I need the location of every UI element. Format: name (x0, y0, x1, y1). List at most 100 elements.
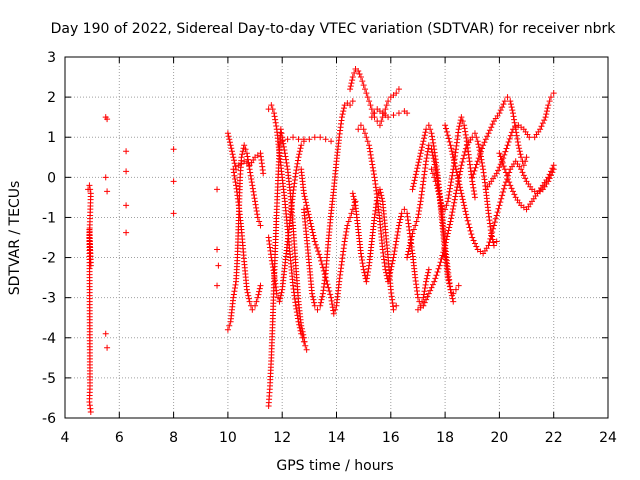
data-point (458, 190, 465, 197)
data-point (452, 163, 459, 170)
data-point (471, 130, 478, 137)
data-point (295, 318, 302, 325)
data-point (500, 185, 507, 192)
data-point (394, 228, 401, 235)
data-point (269, 106, 276, 113)
data-point (280, 143, 287, 150)
data-point (410, 183, 417, 190)
data-point (443, 236, 450, 243)
data-point (317, 134, 324, 141)
data-point (498, 156, 505, 163)
data-point (284, 163, 291, 170)
data-point (268, 102, 275, 109)
data-point (477, 148, 484, 155)
data-point (497, 153, 504, 160)
data-point (362, 130, 369, 137)
data-point (458, 162, 465, 169)
data-point (347, 86, 354, 93)
data-point (456, 181, 463, 188)
data-point (359, 260, 366, 267)
data-point (230, 169, 237, 176)
data-point (273, 290, 280, 297)
data-point (233, 166, 240, 173)
data-point (445, 191, 452, 198)
data-point (355, 126, 362, 133)
data-point (230, 291, 237, 298)
data-point (268, 254, 275, 261)
data-point (409, 230, 416, 237)
y-tick-label: -3 (42, 291, 56, 307)
data-point (271, 113, 278, 120)
data-point (363, 278, 370, 285)
data-point (543, 111, 550, 118)
data-point (423, 296, 430, 303)
data-point (511, 191, 518, 198)
data-point (509, 107, 516, 114)
data-point (448, 148, 455, 155)
data-point (214, 282, 221, 289)
data-point (330, 310, 337, 317)
data-point (296, 151, 303, 158)
data-point (370, 171, 377, 178)
data-point (455, 126, 462, 133)
data-point (455, 178, 462, 185)
data-point (500, 189, 507, 196)
data-point (449, 151, 456, 158)
data-point (526, 134, 533, 141)
data-point (486, 239, 493, 246)
data-point (327, 291, 334, 298)
data-point (300, 338, 307, 345)
data-point (422, 281, 429, 288)
data-point (290, 134, 297, 141)
series-arc-11.5-mid (265, 138, 307, 305)
data-point (348, 80, 355, 87)
data-point (311, 299, 318, 306)
data-point (339, 111, 346, 118)
data-point (404, 254, 411, 261)
data-point (104, 344, 111, 351)
data-point (391, 248, 398, 255)
data-point (514, 139, 521, 146)
data-point (415, 211, 422, 218)
data-point (519, 169, 526, 176)
data-point (447, 182, 454, 189)
data-point (304, 208, 311, 215)
data-point (425, 122, 432, 129)
data-point (231, 157, 238, 164)
series-group-9.6 (214, 186, 222, 289)
data-point (357, 122, 364, 129)
data-point (472, 164, 479, 171)
data-point (338, 114, 345, 121)
data-point (414, 214, 421, 221)
x-tick-label: 12 (273, 430, 291, 446)
data-point (462, 208, 469, 215)
data-point (509, 188, 516, 195)
data-point (363, 134, 370, 141)
data-point (367, 148, 374, 155)
data-point (378, 195, 385, 202)
data-point (546, 171, 553, 178)
data-point (464, 217, 471, 224)
data-point (269, 264, 276, 271)
data-point (433, 182, 440, 189)
data-point (438, 255, 445, 262)
y-tick-label: -4 (42, 331, 56, 347)
data-point (355, 68, 362, 75)
data-point (214, 246, 221, 253)
data-point (517, 151, 524, 158)
data-point (457, 165, 464, 172)
data-point (319, 261, 326, 268)
data-point (414, 162, 421, 169)
data-point (506, 135, 513, 142)
data-point (232, 163, 239, 170)
data-point (495, 167, 502, 174)
data-point (273, 122, 280, 129)
data-point (511, 116, 518, 123)
data-point (434, 185, 441, 192)
series-group-6.2 (123, 148, 130, 236)
data-point (318, 296, 325, 303)
data-point (503, 145, 510, 152)
series-arc-10-11c (224, 130, 267, 177)
data-point (414, 294, 421, 301)
data-point (452, 193, 459, 200)
